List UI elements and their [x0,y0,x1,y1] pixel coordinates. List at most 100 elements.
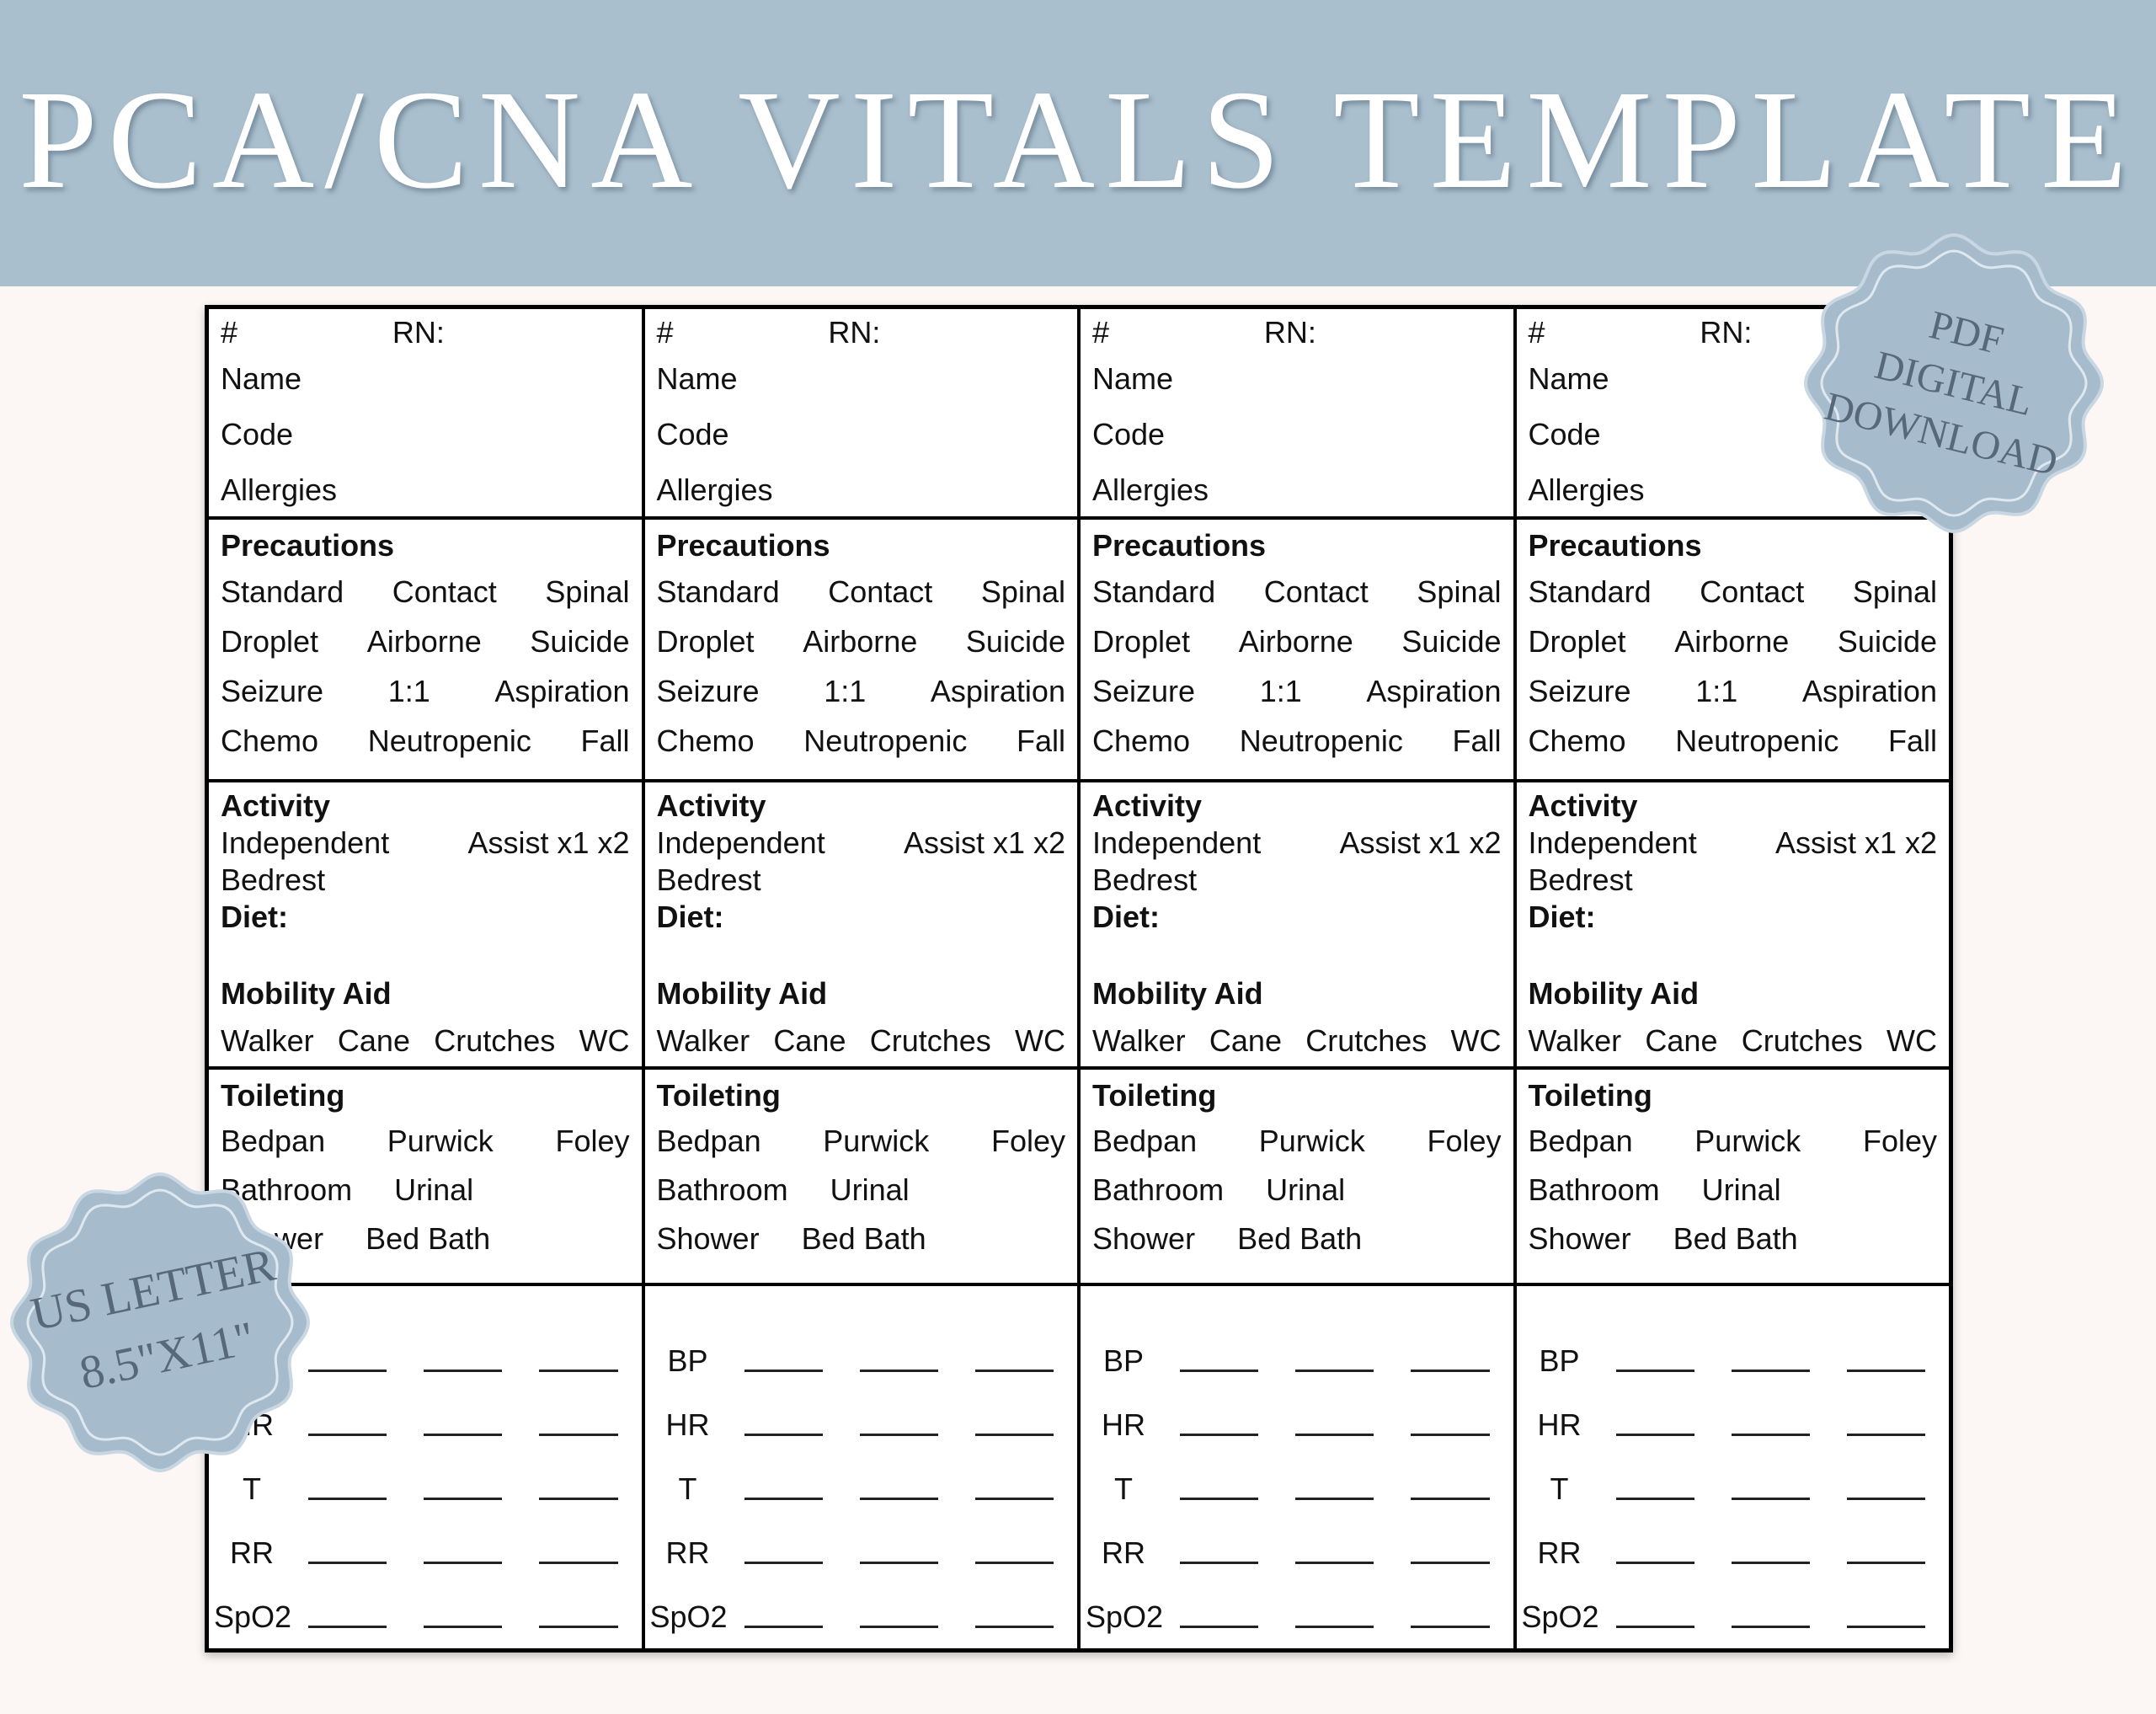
diet-label: Diet: [1092,900,1160,934]
option: Droplet [1092,624,1191,659]
vital-label: BP [1539,1343,1580,1378]
option-row: Shower Bed Bath [1529,1215,1938,1263]
vital-label: SpO2 [649,1599,728,1634]
blank-line [1411,1562,1490,1564]
section-title: Activity [221,788,331,823]
vital-label: RR [1102,1535,1145,1570]
blank-line [539,1434,618,1436]
id-section: # RN: Name Code Allergies [209,309,642,520]
option: Droplet [221,624,319,659]
id-row: # RN: [1092,314,1502,351]
option-row: Independent Assist x1 x2 [657,825,1066,862]
blank-line [424,1434,503,1436]
option: Bed Bath [366,1221,491,1256]
option: Airborne [366,624,482,659]
id-row: # RN: [221,314,630,351]
field-label: Allergies [1528,473,1645,507]
option: Neutropenic [1239,724,1403,758]
option: Spinal [980,574,1065,609]
badge-shape [9,1172,311,1473]
vital-row: T [1522,1448,1945,1512]
option: Independent [656,825,825,860]
blank-line [974,1498,1054,1500]
blank-line [859,1370,938,1372]
option: Contact [1263,574,1369,609]
number-label: # [1092,315,1110,350]
vital-row: SpO2 [214,1576,637,1640]
section-title: Toileting [1092,1078,1217,1113]
patient-column: # RN: Name Code Allergies Precautions Standard… [1516,309,1949,1648]
section-title: Toileting [1528,1078,1652,1113]
option: Suicide [530,624,630,659]
vital-row: RR [650,1512,1073,1576]
option: Bedrest [656,862,761,897]
option: 1:1 [387,674,430,708]
field-label: Allergies [1092,473,1209,507]
section-title: Precautions [656,528,830,563]
option: Walker [1092,1023,1186,1058]
id-row: # RN: [1529,314,1938,351]
option: Purwick [1694,1124,1801,1158]
blank-line [859,1562,938,1564]
option: Urinal [1701,1172,1781,1207]
blank-line [539,1626,618,1628]
activity-section: Activity Independent Assist x1 x2 Bedrest Di… [1081,782,1513,1070]
vital-label: HR [665,1407,710,1442]
option-row: Bedpan Purwick Foley [1529,1117,1938,1166]
section-title: Toileting [656,1078,781,1113]
option-row: Bedrest [657,862,1066,899]
option-row: Bedrest [221,862,630,899]
toileting-section: Toileting Bedpan Purwick Foley Bathroom Urina… [644,1070,1077,1286]
vitals-section: BP HR T RR SpO2 [1081,1286,1513,1648]
vitals-section: BP HR T RR SpO2 [645,1286,1078,1648]
field-label: Name [1092,361,1174,396]
blank-line [308,1434,387,1436]
blank-line [1411,1370,1490,1372]
option-row: Droplet Airborne Suicide [1092,617,1502,666]
blank-line [308,1626,387,1628]
option: Bedrest [221,862,326,897]
blank-line [1295,1370,1374,1372]
option-row: Independent Assist x1 x2 [221,825,630,862]
precautions-section: Precautions Standard Contact Spinal Droplet A… [1081,520,1513,782]
blank-line [1295,1626,1374,1628]
vital-label: RR [1537,1535,1582,1570]
blank-line [1731,1434,1810,1436]
vital-label: RR [665,1535,710,1570]
option-row: Bathroom Urinal [657,1166,1066,1215]
field-label: Code [1528,417,1601,451]
option: Chemo [1092,724,1191,758]
section-title: Mobility Aid [1528,976,1700,1011]
blank-line [424,1626,503,1628]
option-row: Seizure 1:1 Aspiration [1529,666,1938,716]
option: Seizure [1092,674,1196,708]
option: Bed Bath [1237,1221,1363,1256]
section-title: Precautions [1528,528,1702,563]
option: Crutches [434,1023,556,1058]
blank-line [1731,1626,1810,1628]
activity-section: Activity Independent Assist x1 x2 Bedrest Di… [209,782,642,1070]
option: Aspiration [1801,674,1937,708]
vital-label: HR [1537,1407,1582,1442]
option: WC [1015,1023,1065,1058]
vital-row: T [1086,1448,1508,1512]
option: WC [1886,1023,1937,1058]
option: Droplet [1528,624,1626,659]
blank-line [1846,1370,1926,1372]
option: Chemo [1528,724,1626,758]
patient-column: # RN: Name Code Allergies Precautions Standard… [209,309,645,1648]
option: Fall [1887,724,1937,758]
rn-label: RN: [1700,315,1753,350]
section-title: Mobility Aid [1092,976,1263,1011]
option: Cane [773,1023,846,1058]
blank-line [539,1562,618,1564]
blank-line [744,1370,823,1372]
badge-ring [1820,249,2088,517]
activity-section: Activity Independent Assist x1 x2 Bedrest Di… [1516,782,1949,1070]
vital-row: RR [214,1512,637,1576]
option: 1:1 [1695,674,1738,708]
option: Urinal [394,1172,474,1207]
option: WC [1450,1023,1502,1058]
option-row: Independent Assist x1 x2 [1529,825,1938,862]
option: Standard [1092,574,1216,609]
